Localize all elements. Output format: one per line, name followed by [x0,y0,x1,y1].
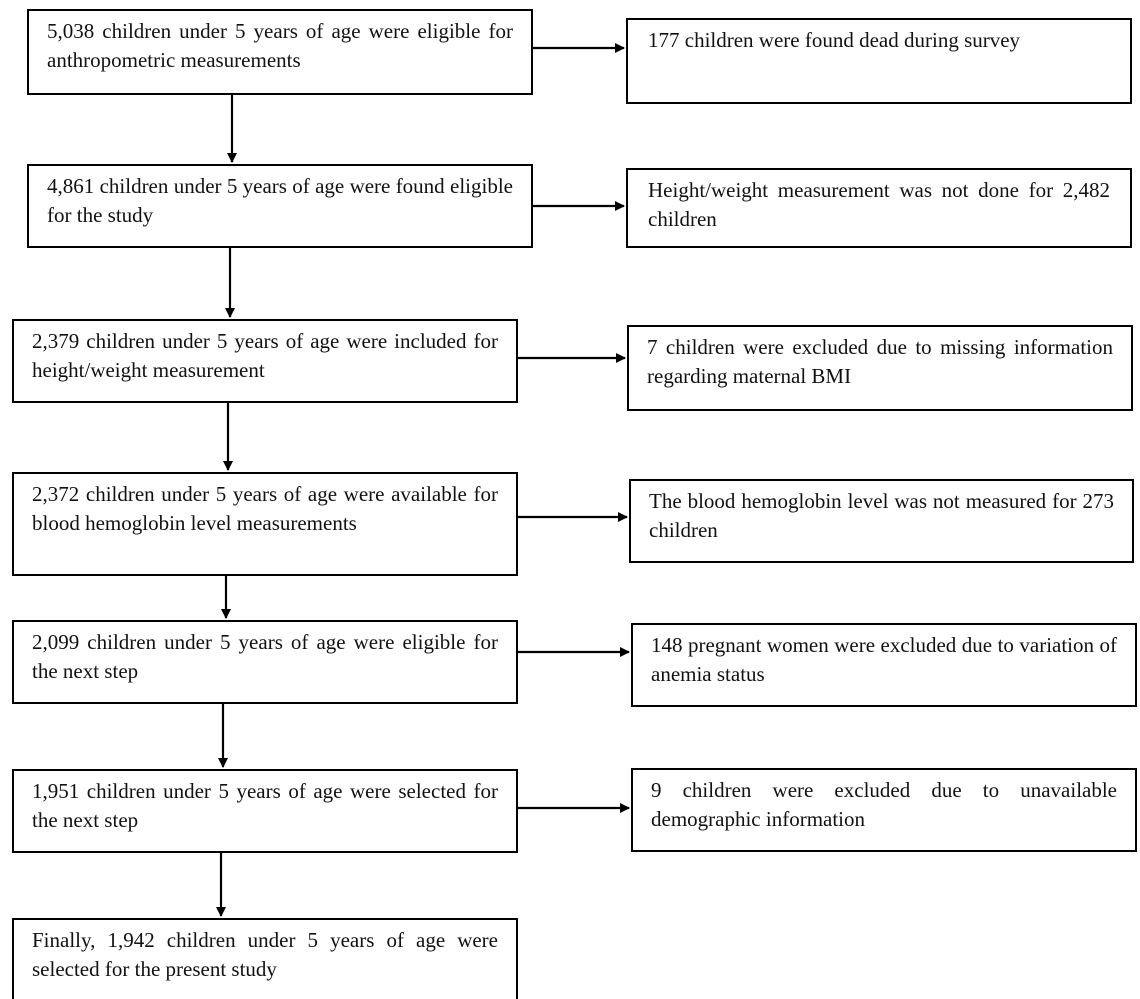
flow-box-selected-next-step: 1,951 children under 5 years of age were… [12,769,518,853]
flow-box-height-weight-included: 2,379 children under 5 years of age were… [12,319,518,403]
flow-box-hemoglobin-available: 2,372 children under 5 years of age were… [12,472,518,576]
exclusion-box-no-hemoglobin: The blood hemoglobin level was not measu… [629,479,1134,563]
exclusion-box-missing-bmi: 7 children were excluded due to missing … [627,325,1133,411]
flow-box-eligible-next-step: 2,099 children under 5 years of age were… [12,620,518,704]
exclusion-box-pregnant: 148 pregnant women were excluded due to … [631,623,1137,707]
flow-box-eligible-anthropometric: 5,038 children under 5 years of age were… [27,9,533,95]
exclusion-box-no-measurement: Height/weight measurement was not done f… [626,168,1132,248]
exclusion-box-dead: 177 children were found dead during surv… [626,18,1132,104]
flow-box-eligible-study: 4,861 children under 5 years of age were… [27,164,533,248]
flow-box-final-selection: Finally, 1,942 children under 5 years of… [12,918,518,999]
exclusion-box-demographic: 9 children were excluded due to unavaila… [631,768,1137,852]
